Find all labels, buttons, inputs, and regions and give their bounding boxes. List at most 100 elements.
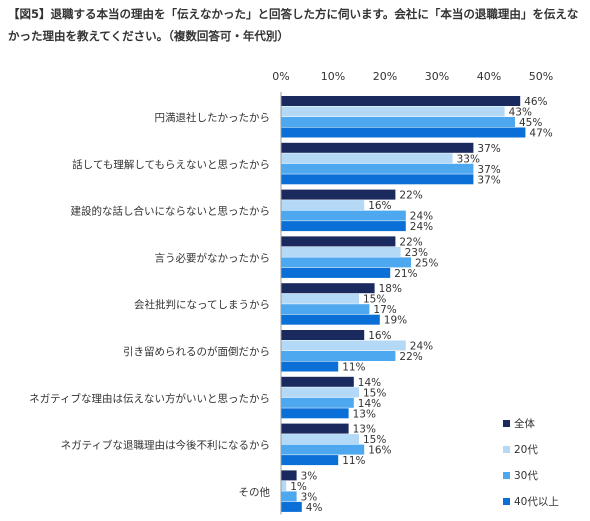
data-label: 43% bbox=[509, 107, 532, 119]
bar bbox=[281, 163, 474, 174]
bar bbox=[281, 236, 396, 247]
bar bbox=[281, 293, 359, 304]
bar bbox=[281, 304, 370, 315]
x-axis-ticks: 0% 10% 20% 30% 40% 50% bbox=[272, 70, 553, 83]
category-label: ネガティブな理由は伝えない方がいいと思ったから bbox=[29, 392, 270, 405]
x-tick-label: 10% bbox=[321, 70, 345, 83]
data-label: 15% bbox=[363, 294, 386, 306]
data-label: 4% bbox=[306, 502, 323, 514]
data-label: 24% bbox=[410, 341, 433, 353]
category-label: 言う必要がなかったから bbox=[155, 251, 271, 264]
bar bbox=[281, 127, 526, 138]
data-label: 11% bbox=[342, 362, 365, 374]
x-tick-label: 50% bbox=[529, 70, 553, 83]
bar bbox=[281, 423, 349, 434]
bar bbox=[281, 351, 396, 361]
data-label: 21% bbox=[394, 268, 417, 280]
bar bbox=[281, 470, 297, 481]
category-label: ネガティブな退職理由は今後不利になるから bbox=[61, 439, 270, 452]
bar bbox=[281, 330, 365, 340]
legend-label: 全体 bbox=[514, 417, 535, 430]
data-label: 16% bbox=[368, 200, 391, 212]
data-label: 14% bbox=[358, 377, 381, 389]
data-label: 18% bbox=[379, 283, 402, 295]
data-label: 22% bbox=[399, 190, 422, 202]
data-label: 1% bbox=[290, 481, 307, 493]
value-labels: 46%43%45%47%37%33%37%37%22%16%24%24%22%2… bbox=[290, 96, 553, 514]
x-tick-label: 20% bbox=[373, 70, 397, 83]
data-label: 3% bbox=[301, 491, 318, 503]
bar bbox=[281, 283, 375, 294]
bar bbox=[281, 142, 474, 153]
chart-title: 【図5】退職する本当の理由を「伝えなかった」と回答した方に伺います。会社に「本当… bbox=[8, 7, 579, 43]
legend: 全体 20代 30代 40代以上 bbox=[503, 417, 559, 508]
category-label: 引き留められるのが面倒だから bbox=[123, 345, 270, 358]
category-label: 会社批判になってしまうから bbox=[134, 298, 270, 311]
bar bbox=[281, 96, 521, 106]
data-label: 37% bbox=[477, 164, 500, 176]
bar bbox=[281, 397, 354, 408]
data-label: 13% bbox=[353, 424, 376, 436]
bar bbox=[281, 491, 297, 502]
category-label: 建設的な話し合いにならないと思ったから bbox=[71, 205, 271, 218]
bar bbox=[281, 106, 505, 117]
data-label: 14% bbox=[358, 398, 381, 410]
bar bbox=[281, 174, 474, 185]
data-label: 46% bbox=[524, 96, 547, 108]
data-label: 37% bbox=[477, 143, 500, 155]
data-label: 33% bbox=[457, 153, 480, 165]
bar bbox=[281, 444, 365, 455]
bar bbox=[281, 189, 396, 200]
legend-label: 20代 bbox=[514, 444, 538, 456]
legend-swatch bbox=[503, 420, 510, 427]
data-label: 16% bbox=[368, 445, 391, 457]
bar bbox=[281, 210, 406, 221]
bar bbox=[281, 257, 411, 268]
legend-label: 30代 bbox=[514, 470, 538, 482]
bars bbox=[281, 96, 526, 512]
bar bbox=[281, 434, 359, 445]
data-label: 19% bbox=[384, 315, 407, 327]
category-label: その他 bbox=[239, 485, 271, 498]
bar bbox=[281, 501, 302, 512]
bar bbox=[281, 455, 339, 466]
x-tick-label: 30% bbox=[425, 70, 449, 83]
x-tick-label: 40% bbox=[477, 70, 501, 83]
bar bbox=[281, 480, 287, 491]
bar bbox=[281, 153, 453, 164]
category-label: 円満退社したかったから bbox=[155, 111, 271, 124]
bar bbox=[281, 221, 406, 232]
data-label: 37% bbox=[477, 174, 500, 186]
data-label: 3% bbox=[301, 470, 318, 482]
data-label: 23% bbox=[405, 247, 428, 259]
bar bbox=[281, 408, 349, 419]
category-labels: 円満退社したかったから話しても理解してもらえないと思ったから建設的な話し合いにな… bbox=[29, 111, 270, 498]
data-label: 11% bbox=[342, 455, 365, 467]
data-label: 15% bbox=[363, 434, 386, 446]
bar bbox=[281, 376, 354, 387]
x-tick-label: 0% bbox=[272, 70, 289, 83]
bar bbox=[281, 117, 515, 127]
legend-label: 40代以上 bbox=[514, 496, 559, 508]
data-label: 22% bbox=[399, 236, 422, 248]
bar bbox=[281, 387, 359, 398]
data-label: 24% bbox=[410, 211, 433, 223]
category-label: 話しても理解してもらえないと思ったから bbox=[72, 158, 270, 171]
data-label: 24% bbox=[410, 221, 433, 233]
legend-swatch bbox=[503, 446, 510, 453]
data-label: 22% bbox=[399, 351, 422, 363]
bar bbox=[281, 314, 380, 325]
data-label: 15% bbox=[363, 387, 386, 399]
legend-swatch bbox=[503, 472, 510, 479]
bar bbox=[281, 267, 391, 278]
data-label: 16% bbox=[368, 330, 391, 342]
data-label: 13% bbox=[353, 408, 376, 420]
bar bbox=[281, 340, 406, 351]
data-label: 45% bbox=[519, 117, 542, 129]
bar bbox=[281, 200, 365, 211]
bar bbox=[281, 246, 401, 257]
data-label: 17% bbox=[373, 304, 396, 316]
bar bbox=[281, 361, 339, 372]
legend-swatch bbox=[503, 498, 510, 505]
